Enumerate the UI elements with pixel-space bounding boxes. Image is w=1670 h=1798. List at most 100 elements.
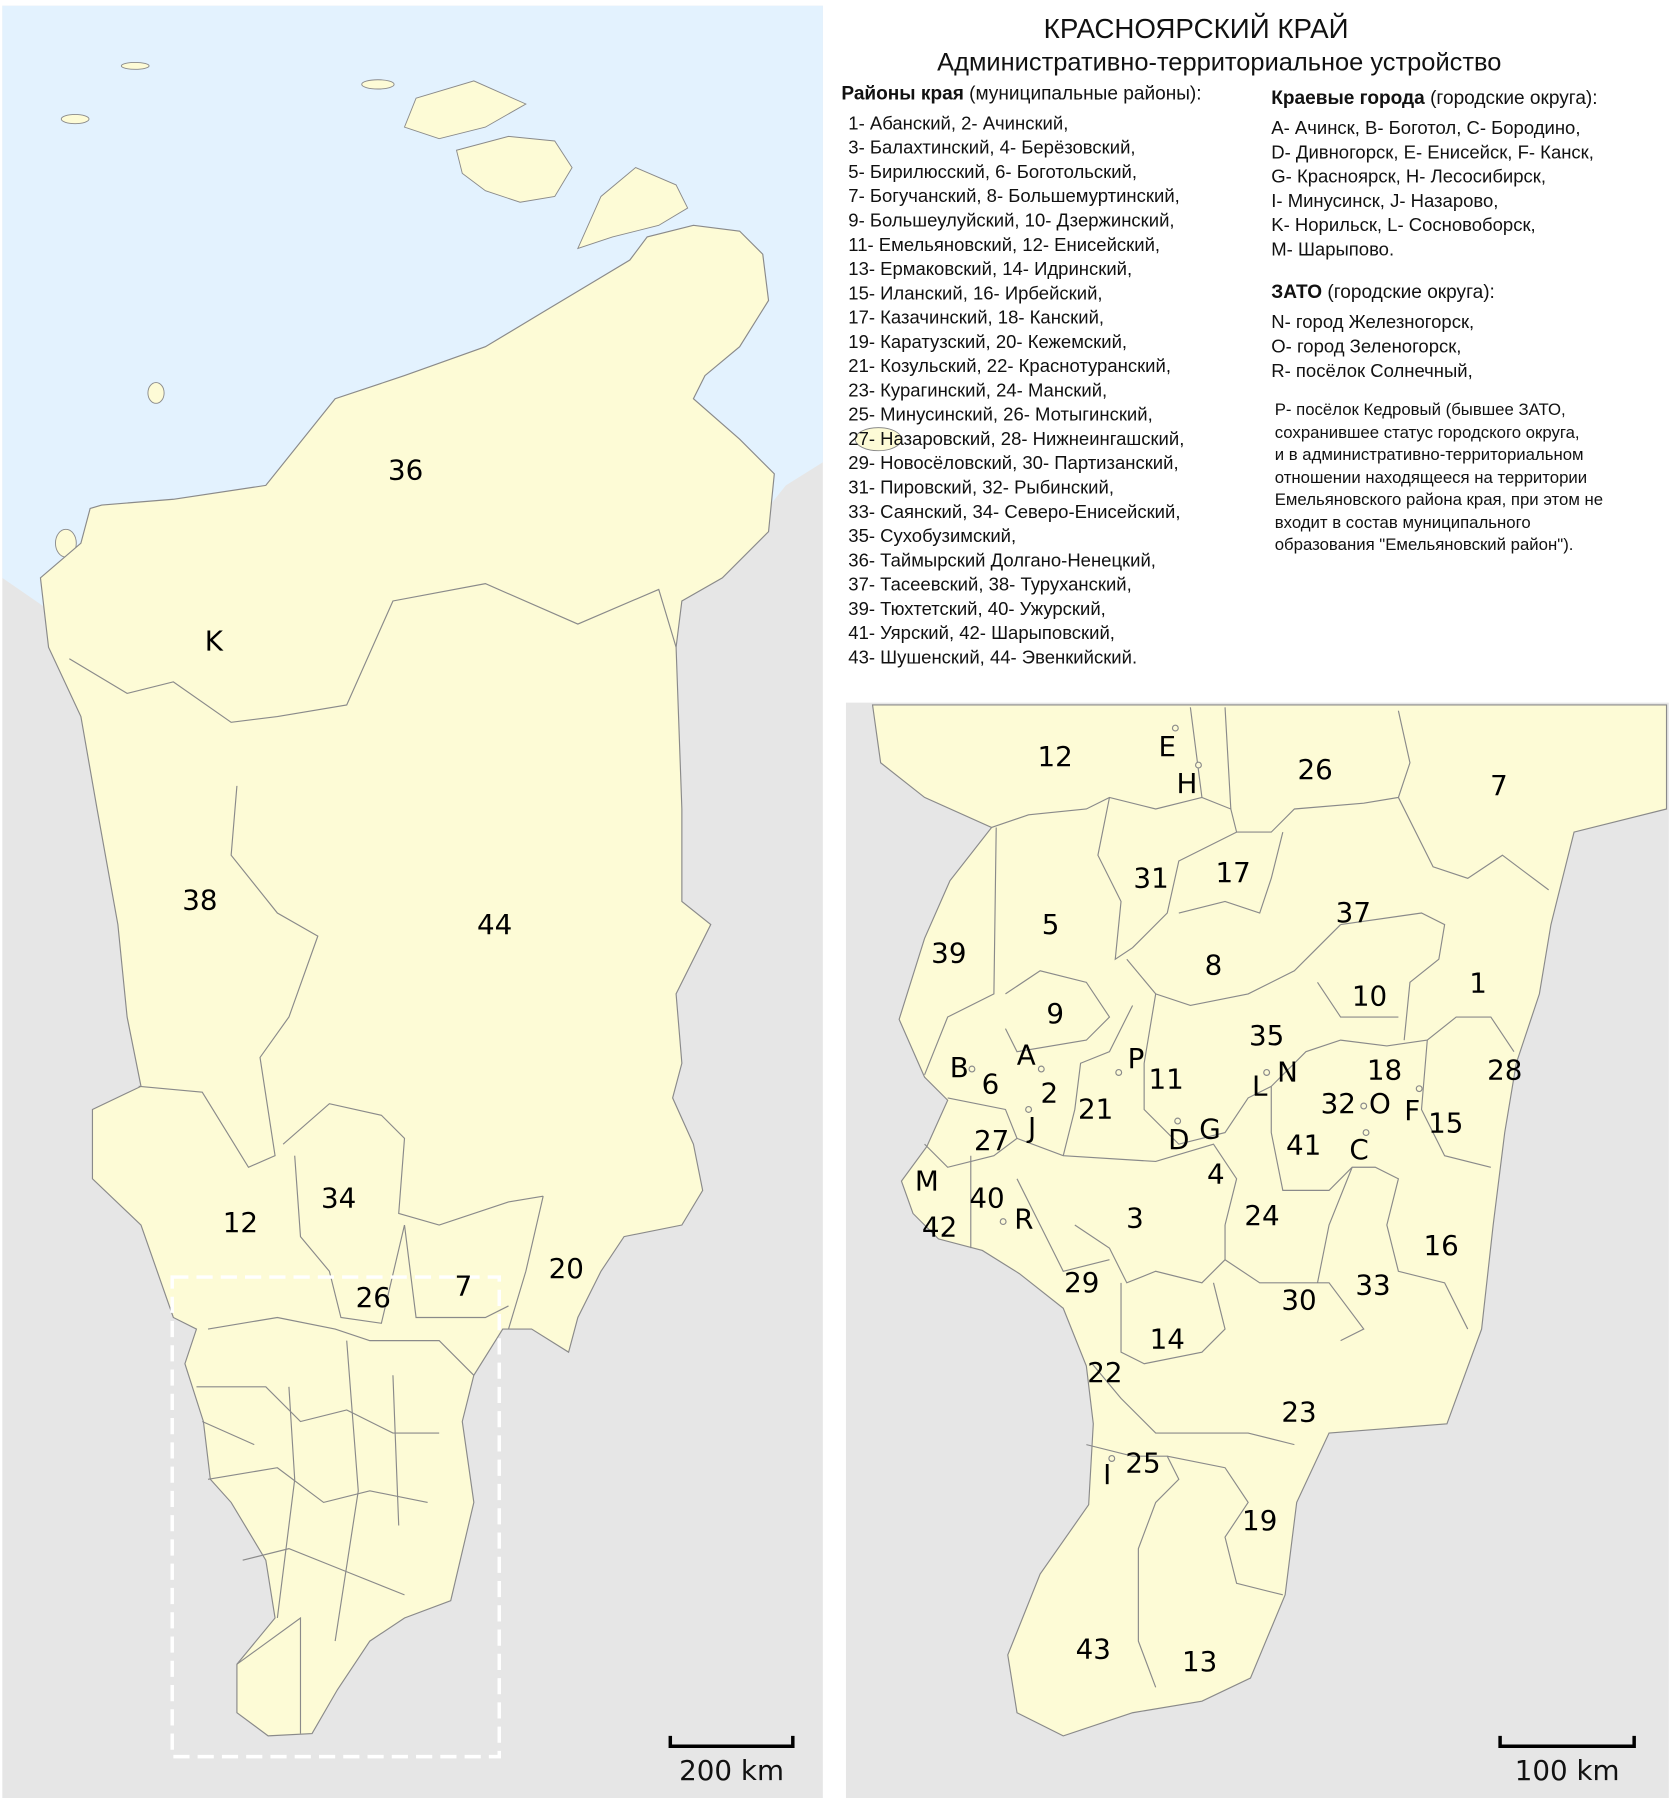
district-legend-item: 31- Пировский, 32- Рыбинский, — [848, 478, 1114, 499]
krasnoyarsk-region — [39, 224, 775, 1737]
inset-map-label: 26 — [1297, 753, 1333, 786]
overview-map-label: K — [204, 625, 223, 658]
inset-map-label: 40 — [969, 1182, 1005, 1215]
overview-map-label: 44 — [476, 908, 513, 941]
district-legend-item: 23- Курагинский, 24- Манский, — [848, 381, 1108, 402]
scale-label-inset: 100 km — [1514, 1754, 1620, 1787]
inset-map-label: 42 — [921, 1211, 958, 1244]
inset-map-label: J — [1027, 1111, 1037, 1145]
overview-map-label: 12 — [222, 1206, 259, 1239]
inset-map-label: L — [1251, 1070, 1268, 1103]
district-borders-inset — [924, 707, 1549, 1688]
zato-header-rest: (городские округа): — [1322, 281, 1495, 303]
note-line: и в административно-территориальном — [1274, 446, 1584, 465]
inset-map-label: 3 — [1126, 1201, 1144, 1235]
district-legend-item: 13- Ермаковский, 14- Идринский, — [848, 260, 1133, 280]
note-line: отношении находящееся на территории — [1274, 468, 1588, 488]
inset-map-label: 32 — [1320, 1087, 1356, 1120]
overview-map-label: 34 — [320, 1182, 357, 1215]
inset-map-label: 35 — [1248, 1019, 1285, 1052]
inset-map-label: 31 — [1133, 862, 1169, 895]
inset-map-label: 27 — [973, 1124, 1010, 1157]
district-legend-item: 35- Сухобузимский, — [848, 526, 1017, 547]
inset-map-label: 25 — [1125, 1446, 1161, 1480]
district-legend-item: 5- Бирилюсский, 6- Боготольский, — [848, 162, 1138, 183]
cities-header: Краевые города (городские округа): — [1271, 87, 1597, 111]
inset-map-label: O — [1368, 1087, 1391, 1120]
inset-map-label: E — [1158, 730, 1177, 763]
inset-map-label: I — [1103, 1458, 1112, 1491]
district-legend-item: 9- Большеулуйский, 10- Дзержинский, — [848, 211, 1175, 232]
inset-map-label: 10 — [1351, 980, 1388, 1013]
note-line: входит в состав муниципального — [1274, 513, 1531, 533]
inset-map-label: 15 — [1428, 1107, 1464, 1140]
inset-region — [871, 704, 1668, 1737]
district-legend-item: 11- Емельяновский, 12- Енисейский, — [848, 235, 1161, 256]
district-legend-item: 43- Шушенский, 44- Эвенкийский. — [848, 648, 1138, 668]
city-marker — [1025, 1106, 1033, 1113]
zato-legend-item: R- посёлок Солнечный, — [1271, 361, 1473, 382]
zato-legend-item: O- город Зеленогорск, — [1271, 337, 1462, 358]
inset-map-label: F — [1404, 1094, 1421, 1127]
district-legend-item: 7- Богучанский, 8- Большемуртинский, — [848, 187, 1180, 207]
city-legend-item: D- Дивногорск, E- Енисейск, F- Канск, — [1271, 143, 1594, 163]
island — [120, 61, 150, 70]
inset-map-label: 6 — [981, 1067, 1000, 1101]
city-marker — [1174, 1117, 1182, 1125]
overview-map-label: 38 — [182, 884, 218, 917]
city-marker — [1115, 1069, 1123, 1076]
inset-map-label: P — [1127, 1042, 1145, 1075]
scale-label-overview: 200 km — [679, 1754, 784, 1787]
inset-map-label: 22 — [1087, 1356, 1123, 1390]
inset-map-label: 14 — [1149, 1323, 1185, 1356]
island — [147, 382, 165, 404]
inset-map-label: 28 — [1487, 1053, 1523, 1087]
inset-map-label: G — [1199, 1112, 1221, 1146]
inset-map-label: 8 — [1204, 948, 1223, 982]
city-marker — [1360, 1102, 1368, 1110]
map-title: КРАСНОЯРСКИЙ КРАЙ — [1043, 13, 1349, 46]
island — [60, 113, 90, 125]
zato-legend: ЗАТО (городские округа): N- город Железн… — [1271, 281, 1495, 384]
district-legend-item: 41- Уярский, 42- Шарыповский, — [848, 624, 1115, 644]
inset-map-label: 37 — [1335, 896, 1371, 930]
city-legend-item: A- Ачинск, B- Боготол, C- Бородино, — [1271, 119, 1581, 139]
note-line: образования "Емельяновский район"). — [1274, 536, 1574, 555]
inset-map-label: M — [914, 1164, 939, 1198]
zato-header-bold: ЗАТО — [1271, 281, 1323, 303]
city-marker — [1263, 1069, 1271, 1076]
inset-map-label: H — [1176, 767, 1198, 800]
island — [577, 167, 689, 250]
island — [455, 135, 573, 203]
inset-map-label: 41 — [1285, 1129, 1322, 1162]
district-legend-item: 29- Новосёловский, 30- Партизанский, — [848, 454, 1179, 474]
inset-map-label: 39 — [931, 937, 967, 970]
cities-header-bold: Краевые города — [1271, 87, 1425, 109]
districts-header: Районы края (муниципальные районы): — [841, 82, 1201, 106]
inset-map-label: 19 — [1242, 1504, 1278, 1538]
inset-extent-frame — [170, 1275, 501, 1759]
inset-map-label: 18 — [1366, 1053, 1403, 1087]
inset-map-label: 13 — [1181, 1645, 1218, 1679]
inset-map-label: 17 — [1215, 856, 1251, 889]
zato-legend-item: N- город Железногорск, — [1271, 313, 1475, 333]
city-marker — [1171, 724, 1179, 732]
inset-map-label: 43 — [1075, 1633, 1111, 1666]
inset-map-label: 5 — [1041, 908, 1060, 941]
city-marker — [1037, 1065, 1045, 1073]
city-legend-item: M- Шарыпово. — [1271, 240, 1395, 261]
island — [403, 80, 527, 140]
note-line: P- посёлок Кедровый (бывшее ЗАТО, — [1274, 401, 1566, 420]
note-line: Емельяновского района края, при этом не — [1274, 491, 1604, 510]
zato-header: ЗАТО (городские округа): — [1271, 281, 1495, 305]
note-line: сохранившее статус городского округа, — [1274, 423, 1580, 443]
district-legend-item: 1- Абанский, 2- Ачинский, — [848, 114, 1069, 135]
overview-map-label: 26 — [355, 1281, 391, 1315]
district-legend-item: 37- Тасеевский, 38- Туруханский, — [848, 575, 1132, 596]
inset-map-label: B — [949, 1051, 969, 1085]
inset-map-label: 9 — [1046, 997, 1064, 1030]
inset-map-label: 30 — [1281, 1283, 1317, 1317]
city-legend-item: K- Норильск, L- Сосновоборск, — [1271, 216, 1536, 236]
inset-map-label: 24 — [1244, 1199, 1280, 1232]
